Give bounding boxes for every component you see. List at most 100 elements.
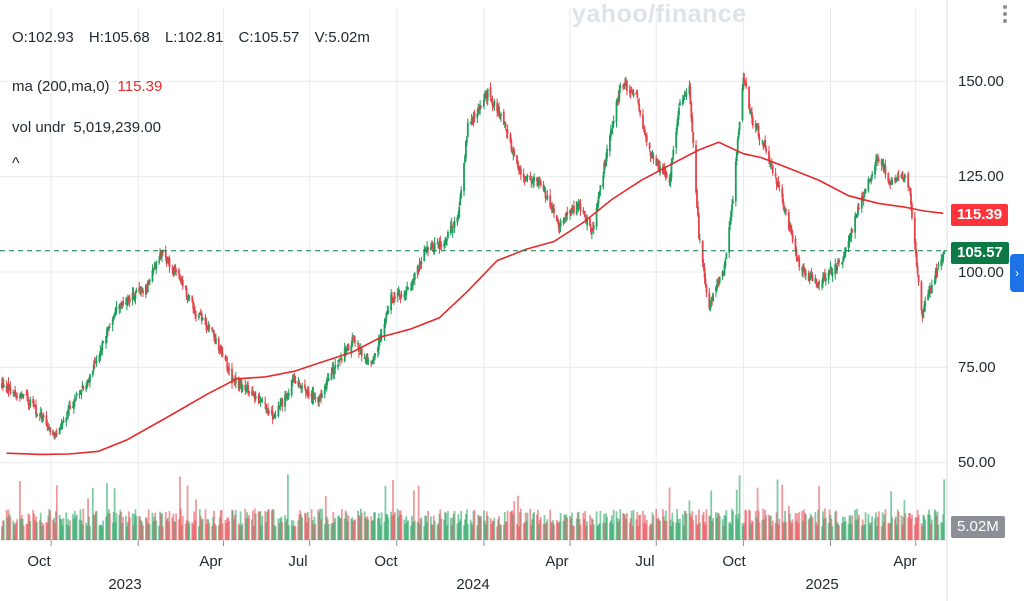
volume-bar xyxy=(40,522,43,540)
volume-bar xyxy=(648,525,651,540)
volume-bar xyxy=(133,514,136,540)
candle-body xyxy=(637,99,640,103)
candle-body xyxy=(602,175,605,188)
candle-body xyxy=(910,193,912,205)
volume-bar xyxy=(909,512,911,540)
candle-body xyxy=(894,177,896,180)
volume-bar xyxy=(200,519,203,540)
x-tick-oct-2024: Oct xyxy=(722,553,746,570)
candle-body xyxy=(246,386,249,391)
volume-bar xyxy=(376,518,379,540)
candle-body xyxy=(875,159,877,167)
candle-body xyxy=(133,297,136,299)
candle-body xyxy=(418,263,421,269)
volume-bar xyxy=(748,509,750,540)
volume-bar xyxy=(724,516,727,540)
volume-bar xyxy=(241,523,244,540)
volume-bar xyxy=(695,515,697,540)
candle-body xyxy=(555,215,558,221)
ma-legend[interactable]: ma (200,ma,0) 115.39 xyxy=(12,78,162,95)
volume-bar xyxy=(576,512,579,540)
ma-legend-label: ma (200,ma,0) xyxy=(12,78,110,95)
volume-bar xyxy=(144,517,147,540)
volume-bar xyxy=(617,521,620,540)
candle-body xyxy=(472,115,475,122)
candle-body xyxy=(519,168,521,170)
candle-body xyxy=(480,106,482,108)
candle-body xyxy=(146,282,149,293)
candle-body xyxy=(317,396,320,403)
volume-bar xyxy=(82,508,85,540)
high-value: H:105.68 xyxy=(88,29,150,46)
candle-body xyxy=(240,379,243,389)
volume-bar xyxy=(465,514,467,540)
candle-body xyxy=(360,347,363,356)
candle-body xyxy=(729,220,732,226)
volume-bar xyxy=(195,499,197,540)
candle-body xyxy=(855,215,857,217)
candle-body xyxy=(413,273,416,280)
volume-bar xyxy=(180,525,183,540)
volume-bar xyxy=(550,521,553,540)
volume-bar xyxy=(682,525,685,540)
volume-bar xyxy=(106,483,108,540)
volume-bar xyxy=(755,517,758,540)
candle-body xyxy=(325,380,328,389)
expand-side-panel-tab[interactable]: › xyxy=(1010,254,1024,292)
volume-bar xyxy=(479,515,482,540)
volume-bar xyxy=(245,517,248,540)
candle-body xyxy=(578,204,581,207)
candle-body xyxy=(924,301,927,307)
volume-bar xyxy=(612,509,615,540)
candle-body xyxy=(333,370,336,374)
x-tick-apr-2025: Apr xyxy=(893,553,917,570)
candle-body xyxy=(319,396,321,398)
candle-body xyxy=(920,281,923,310)
volume-bar xyxy=(623,514,625,540)
volume-bar xyxy=(860,525,863,540)
candle-body xyxy=(583,211,586,214)
candle-body xyxy=(367,360,370,362)
volume-bar xyxy=(306,511,309,540)
candle-body xyxy=(512,151,515,156)
volume-bar xyxy=(771,520,774,540)
more-options-icon[interactable] xyxy=(1000,3,1010,23)
volume-bar xyxy=(25,523,28,540)
candle-body xyxy=(251,390,254,393)
volume-bar xyxy=(334,517,337,540)
volume-bar xyxy=(504,521,507,540)
volume-legend[interactable]: vol undr 5,019,239.00 xyxy=(12,119,161,136)
candle-body xyxy=(386,311,389,314)
volume-bar xyxy=(483,520,486,540)
volume-bar xyxy=(153,516,156,540)
volume-bar xyxy=(126,522,129,540)
volume-bar xyxy=(429,516,432,540)
volume-bar xyxy=(151,512,154,540)
candle-body xyxy=(698,239,701,241)
candle-body xyxy=(830,268,833,275)
candle-body xyxy=(175,269,178,272)
candle-body xyxy=(185,287,188,297)
candle-body xyxy=(902,179,905,181)
candle-body xyxy=(625,82,627,84)
collapse-legend-chevron-icon[interactable]: ^ xyxy=(12,155,20,172)
candle-body xyxy=(827,272,830,280)
candle-body xyxy=(684,93,687,96)
candle-body xyxy=(735,152,738,162)
volume-bar xyxy=(549,509,552,540)
candle-body xyxy=(685,94,688,96)
candle-body xyxy=(692,131,695,144)
volume-bar xyxy=(672,521,675,540)
candle-body xyxy=(374,353,376,357)
volume-bar xyxy=(186,485,189,540)
candle-body xyxy=(623,84,625,86)
volume-bar xyxy=(880,526,883,540)
volume-bar xyxy=(185,520,188,540)
volume-bar xyxy=(589,515,591,540)
candle-body xyxy=(519,168,522,175)
volume-bar xyxy=(215,525,217,540)
volume-bar xyxy=(840,522,843,540)
candle-body xyxy=(6,385,9,390)
candle-body xyxy=(271,411,274,420)
